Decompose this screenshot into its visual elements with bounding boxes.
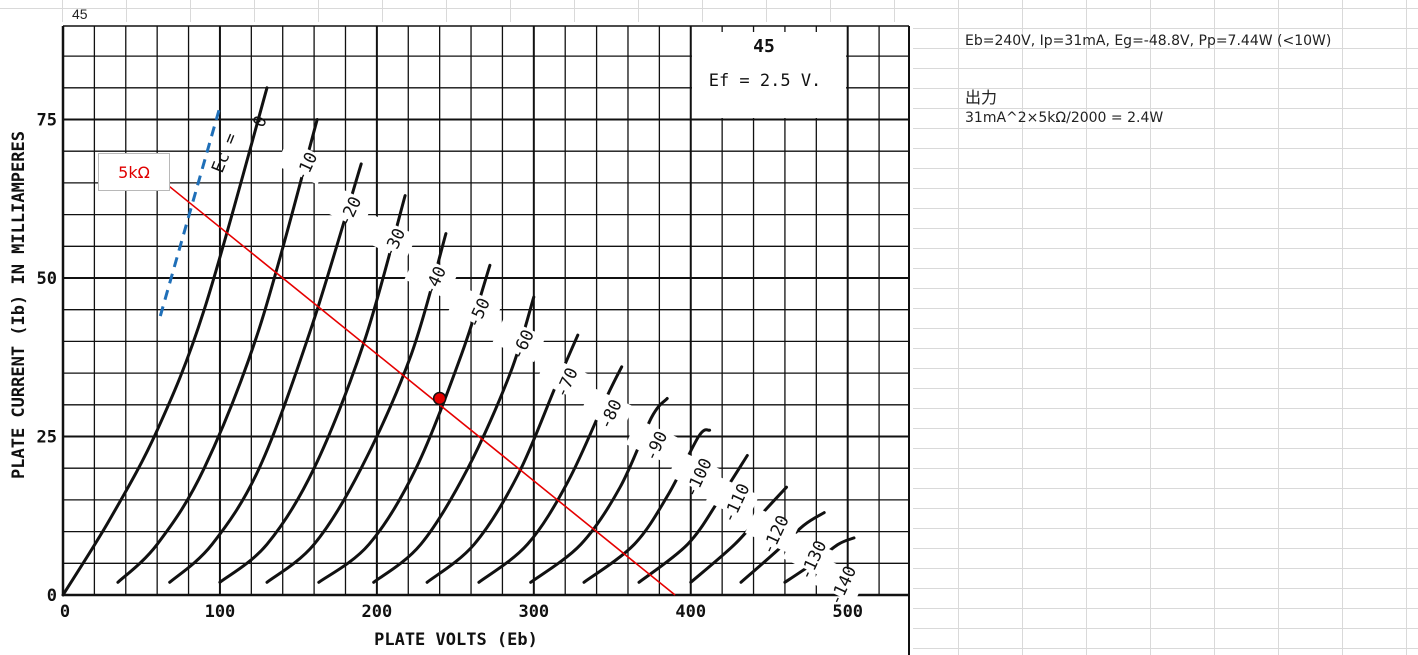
load-line xyxy=(156,175,676,596)
curve-label-background xyxy=(363,215,418,261)
chart-subtitle: Ef = 2.5 V. xyxy=(709,71,822,91)
plate-curve xyxy=(582,428,712,584)
x-tick-label: 100 xyxy=(205,602,236,622)
title-box xyxy=(692,32,846,118)
curve-label-background xyxy=(668,450,722,496)
plate-curve xyxy=(317,263,492,584)
curve-family-label: Ec = xyxy=(208,130,242,175)
plate-curve xyxy=(168,162,363,584)
chart-overlays xyxy=(156,106,676,596)
x-tick-label: 0 xyxy=(60,602,70,622)
x-tick-label: 400 xyxy=(675,602,706,622)
y-tick-label: 0 xyxy=(47,586,57,606)
y-axis-title: PLATE CURRENT (Ib) IN MILLIAMPERES xyxy=(9,131,29,479)
load-line-label[interactable]: 5kΩ xyxy=(98,153,170,191)
operating-point-marker xyxy=(432,391,447,406)
chart-title: 45 xyxy=(753,36,775,57)
x-tick-label: 200 xyxy=(362,602,393,622)
operating-point-note[interactable]: Eb=240V, Ip=31mA, Eg=-48.8V, Pp=7.44W (<… xyxy=(965,33,1332,49)
plate-curve xyxy=(265,232,448,584)
curve-label-background xyxy=(745,507,799,553)
curve-label-background xyxy=(492,317,546,363)
curve-label-background xyxy=(275,139,330,185)
plate-curve xyxy=(61,86,269,597)
output-heading[interactable]: 出力 xyxy=(965,88,998,107)
curve-label-background xyxy=(404,253,458,299)
dashed-guide-line xyxy=(158,106,222,317)
plate-curve xyxy=(477,365,624,584)
curve-label-background xyxy=(625,418,680,464)
plate-curve xyxy=(218,194,407,584)
plate-curve xyxy=(116,118,319,584)
curve-label-background xyxy=(812,558,867,604)
output-calculation-note[interactable]: 31mA^2×5kΩ/2000 = 2.4W xyxy=(965,110,1164,126)
curve-label-background xyxy=(580,387,634,432)
x-axis-title: PLATE VOLTS (Eb) xyxy=(374,630,538,650)
curve-label-background xyxy=(536,355,590,401)
plate-curve xyxy=(529,397,669,584)
cell-a1-text[interactable]: 45 xyxy=(72,6,88,22)
plate-characteristics-chart: 0 100 200 300 400 500 0 25 50 75 0 -10 -20 -30 -40 -50-… xyxy=(0,22,913,655)
chart-frame xyxy=(61,25,910,655)
y-tick-label: 25 xyxy=(37,428,57,448)
y-tick-label: 50 xyxy=(37,269,57,289)
curve-label-background xyxy=(319,184,374,230)
x-tick-label: 300 xyxy=(518,602,549,622)
y-tick-label: 75 xyxy=(37,111,57,131)
plate-curve xyxy=(637,454,749,584)
curve-label-background xyxy=(448,285,502,331)
x-tick-label: 500 xyxy=(832,602,863,622)
curve-label-background xyxy=(705,475,760,521)
